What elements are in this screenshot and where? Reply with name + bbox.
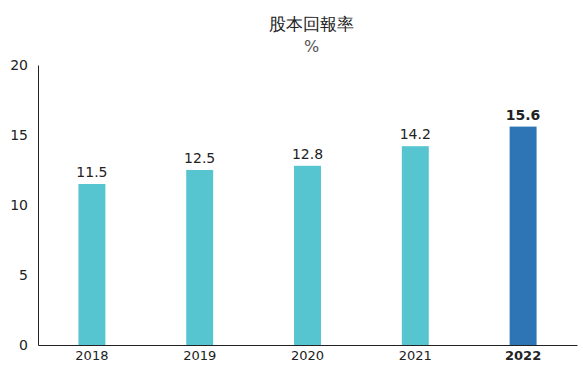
data-label: 11.5 <box>76 164 107 180</box>
tick-label: 2022 <box>505 348 541 363</box>
tick: 2022 <box>505 345 541 363</box>
tick-label: 2019 <box>183 348 216 363</box>
bar <box>186 170 213 345</box>
bar <box>510 127 537 345</box>
data-label: 14.2 <box>400 126 431 142</box>
subtitle: % <box>304 37 319 56</box>
tick: 20 <box>10 57 38 73</box>
tick: 2020 <box>291 345 324 363</box>
tick: 2019 <box>183 345 216 363</box>
tick-label: 2020 <box>291 348 324 363</box>
data-label: 15.6 <box>506 107 541 123</box>
tick: 15 <box>10 127 38 143</box>
bar <box>402 146 429 345</box>
bar <box>294 166 321 345</box>
data-label: 12.5 <box>184 150 215 166</box>
axis-line <box>38 66 39 346</box>
axis-line <box>39 345 578 346</box>
y-axis: 0 5 10 15 20 <box>10 57 38 353</box>
x-axis: 2018 2019 2020 2021 2022 <box>39 345 578 363</box>
tick-label: 15 <box>10 127 28 143</box>
bars <box>78 127 536 345</box>
tick-label: 2021 <box>399 348 432 363</box>
tick-label: 20 <box>10 57 28 73</box>
tick: 10 <box>10 197 38 213</box>
plot: 11.5 12.5 12.8 14.2 15.6 0 5 10 15 20 2018 2019 2020… <box>10 57 577 363</box>
tick: 2021 <box>399 345 432 363</box>
data-label: 12.8 <box>292 146 323 162</box>
tick-label: 5 <box>19 267 28 283</box>
tick: 0 <box>19 337 38 353</box>
bar <box>78 184 105 345</box>
chart: 股本回報率%11.512.512.814.215.605101520201820… <box>0 0 583 370</box>
tick: 2018 <box>75 345 108 363</box>
title: 股本回報率 <box>269 14 354 34</box>
tick-label: 10 <box>10 197 28 213</box>
tick: 5 <box>19 267 38 283</box>
tick-label: 2018 <box>75 348 108 363</box>
tick-label: 0 <box>19 337 28 353</box>
